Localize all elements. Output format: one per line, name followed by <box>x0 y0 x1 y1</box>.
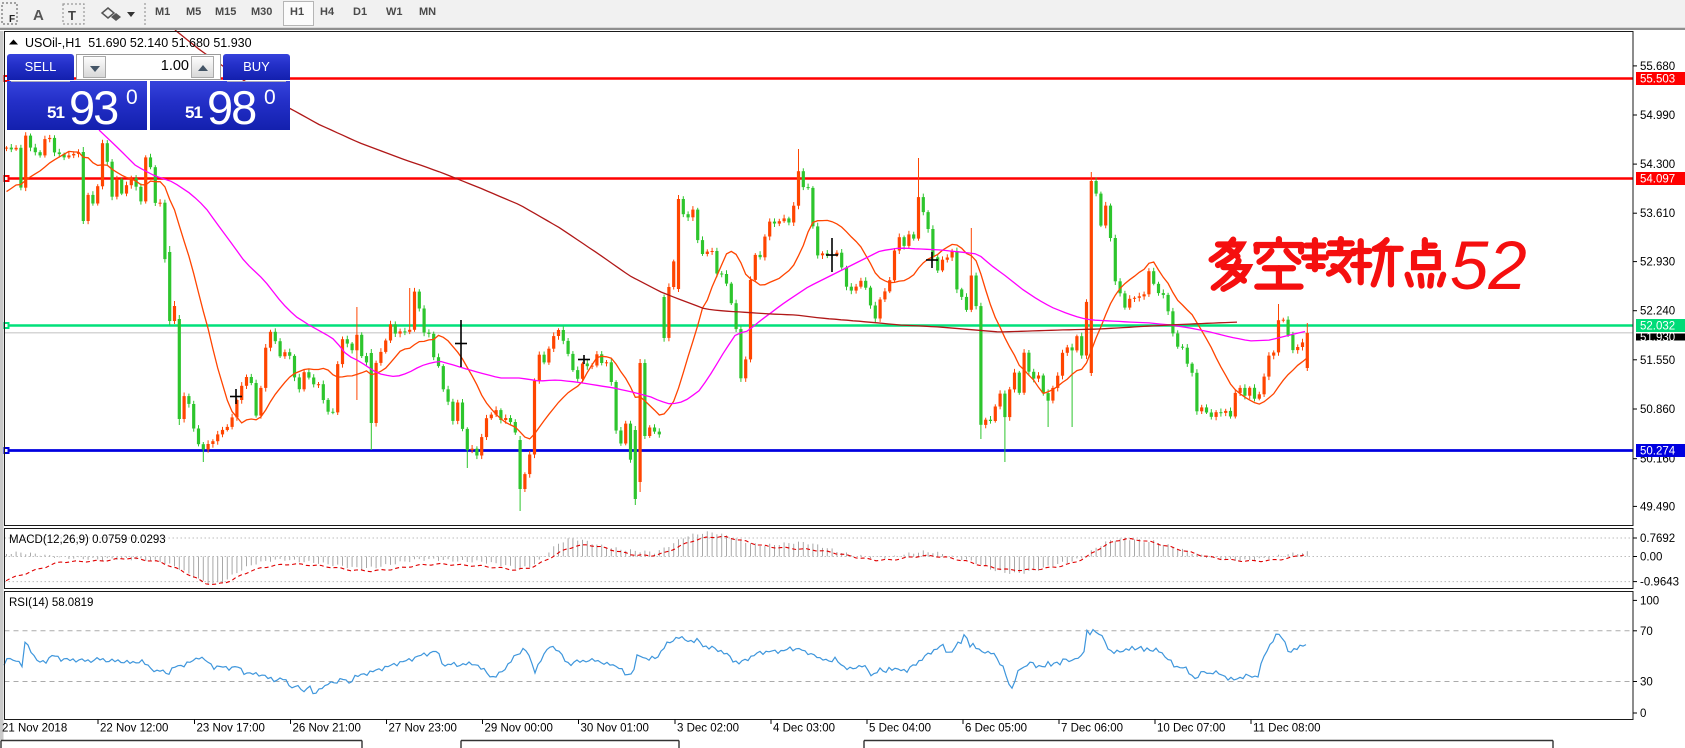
svg-text:54.300: 54.300 <box>1640 159 1675 171</box>
svg-text:T: T <box>68 8 76 23</box>
svg-text:52.032: 52.032 <box>1640 321 1675 333</box>
svg-text:10 Dec 07:00: 10 Dec 07:00 <box>1157 723 1225 735</box>
svg-text:54.097: 54.097 <box>1640 174 1675 186</box>
svg-text:5 Dec 04:00: 5 Dec 04:00 <box>869 723 931 735</box>
svg-text:55.680: 55.680 <box>1640 61 1675 73</box>
svg-text:52: 52 <box>1450 227 1527 304</box>
svg-text:49.490: 49.490 <box>1640 501 1675 513</box>
svg-text:29 Nov 00:00: 29 Nov 00:00 <box>485 723 553 735</box>
svg-text:22 Nov 12:00: 22 Nov 12:00 <box>100 723 168 735</box>
svg-text:52.930: 52.930 <box>1640 257 1675 269</box>
svg-text:27 Nov 23:00: 27 Nov 23:00 <box>389 723 457 735</box>
svg-text:A: A <box>33 7 44 24</box>
svg-text:55.503: 55.503 <box>1640 74 1675 86</box>
svg-text:30: 30 <box>1640 677 1653 689</box>
svg-text:100: 100 <box>1640 595 1659 607</box>
svg-text:USOil-,H1 51.690 52.140 51.68: USOil-,H1 51.690 52.140 51.680 51.930 <box>25 36 252 50</box>
svg-text:11 Dec 08:00: 11 Dec 08:00 <box>1253 723 1321 735</box>
svg-text:7 Dec 06:00: 7 Dec 06:00 <box>1061 723 1123 735</box>
svg-text:0.7692: 0.7692 <box>1640 533 1675 545</box>
svg-text:52.240: 52.240 <box>1640 306 1675 318</box>
svg-text:6 Dec 05:00: 6 Dec 05:00 <box>965 723 1027 735</box>
svg-text:51.550: 51.550 <box>1640 355 1675 367</box>
svg-text:70: 70 <box>1640 626 1653 638</box>
svg-text:F: F <box>9 14 15 25</box>
svg-text:54.990: 54.990 <box>1640 110 1675 122</box>
svg-text:RSI(14) 58.0819: RSI(14) 58.0819 <box>9 597 93 609</box>
svg-text:0.00: 0.00 <box>1640 552 1662 564</box>
svg-text:51.930: 51.930 <box>1640 332 1675 344</box>
svg-text:-0.9643: -0.9643 <box>1640 577 1679 589</box>
svg-text:23 Nov 17:00: 23 Nov 17:00 <box>197 723 265 735</box>
svg-text:0: 0 <box>1640 708 1646 720</box>
svg-text:21 Nov 2018: 21 Nov 2018 <box>2 723 67 735</box>
svg-text:50.274: 50.274 <box>1640 446 1676 458</box>
svg-text:30 Nov 01:00: 30 Nov 01:00 <box>581 723 649 735</box>
svg-text:26 Nov 21:00: 26 Nov 21:00 <box>293 723 361 735</box>
svg-text:4 Dec 03:00: 4 Dec 03:00 <box>773 723 835 735</box>
svg-text:53.610: 53.610 <box>1640 208 1675 220</box>
svg-text:50.860: 50.860 <box>1640 404 1675 416</box>
svg-text:MACD(12,26,9) 0.0759 0.0293: MACD(12,26,9) 0.0759 0.0293 <box>9 534 166 546</box>
svg-text:3 Dec 02:00: 3 Dec 02:00 <box>677 723 739 735</box>
